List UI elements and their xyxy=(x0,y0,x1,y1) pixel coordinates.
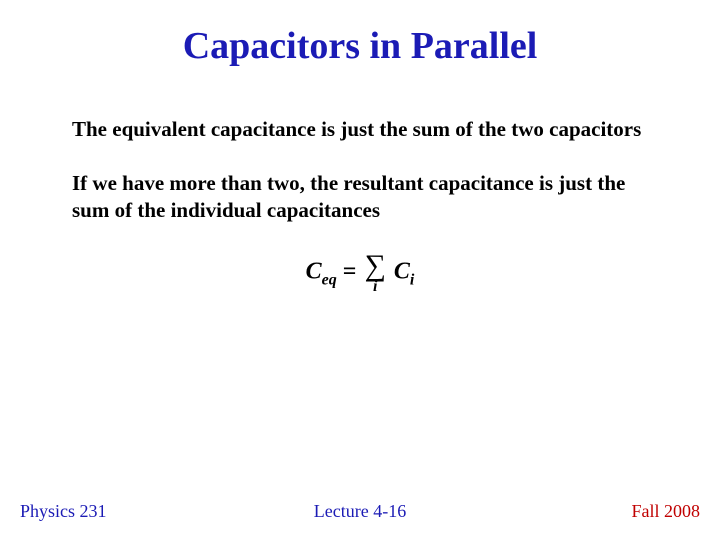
slide-title: Capacitors in Parallel xyxy=(0,0,720,68)
formula-rhs-sub: i xyxy=(410,271,414,288)
formula-region: Ceq = ∑i Ci xyxy=(0,251,720,295)
footer-left: Physics 231 xyxy=(20,501,107,522)
footer-center: Lecture 4-16 xyxy=(20,501,700,522)
formula: Ceq = ∑i Ci xyxy=(306,251,415,295)
formula-rhs-var: C xyxy=(394,258,410,284)
sigma-box: ∑i xyxy=(364,251,385,295)
paragraph-2: If we have more than two, the resultant … xyxy=(72,170,660,223)
formula-lhs-var: C xyxy=(306,258,322,284)
formula-lhs-sub: eq xyxy=(322,271,337,288)
sigma-symbol: ∑ xyxy=(364,251,385,281)
formula-equals: = xyxy=(337,258,363,284)
paragraph-1: The equivalent capacitance is just the s… xyxy=(72,116,660,142)
footer-right: Fall 2008 xyxy=(631,501,700,522)
footer: Physics 231 Lecture 4-16 Fall 2008 xyxy=(0,501,720,522)
